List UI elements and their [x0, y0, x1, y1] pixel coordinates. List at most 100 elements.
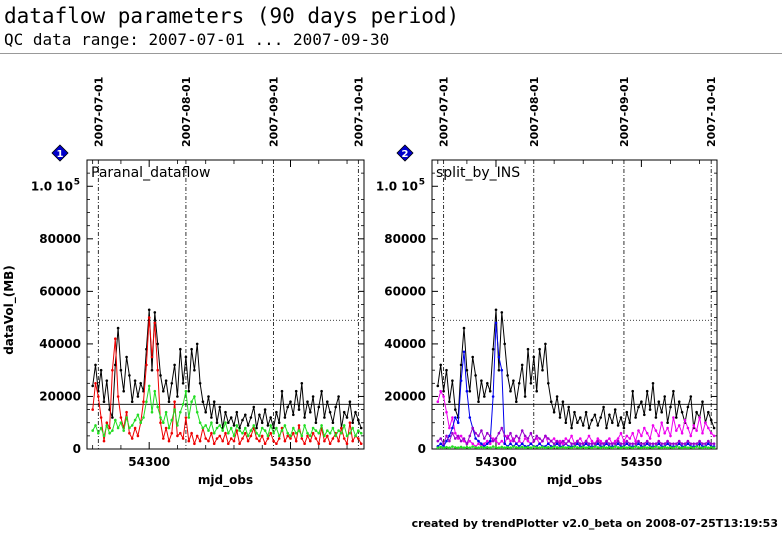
- data-point: [156, 342, 159, 346]
- data-point: [241, 431, 244, 435]
- data-point: [561, 439, 565, 443]
- data-point: [692, 424, 695, 427]
- data-point: [683, 418, 687, 422]
- data-point: [698, 416, 701, 419]
- data-point: [564, 446, 568, 450]
- data-point: [480, 442, 483, 446]
- data-point: [532, 445, 536, 448]
- data-point: [596, 439, 600, 443]
- data-point: [471, 442, 475, 446]
- data-point: [497, 355, 501, 359]
- data-point: [660, 421, 663, 425]
- data-point: [277, 434, 281, 438]
- data-point: [260, 421, 264, 425]
- data-point: [246, 434, 250, 438]
- data-point: [280, 429, 284, 432]
- data-point: [619, 431, 623, 435]
- data-point: [128, 426, 131, 430]
- data-point: [709, 418, 713, 422]
- data-point: [187, 389, 191, 393]
- data-point: [704, 445, 707, 449]
- data-point: [94, 382, 97, 385]
- data-point: [439, 363, 443, 367]
- data-point: [477, 434, 480, 438]
- data-point: [497, 442, 501, 446]
- data-point: [657, 439, 661, 443]
- data-point: [494, 437, 498, 440]
- data-point: [198, 439, 202, 443]
- y-axis-title: dataVol_(MB): [2, 265, 17, 355]
- data-point: [145, 400, 148, 404]
- data-point: [611, 446, 614, 450]
- data-point: [567, 405, 570, 409]
- data-point: [506, 445, 509, 449]
- data-point: [260, 434, 264, 438]
- data-point: [666, 442, 669, 446]
- data-point: [297, 424, 301, 427]
- data-point: [266, 437, 270, 440]
- data-point: [227, 442, 230, 446]
- data-point: [634, 442, 637, 446]
- data-point: [654, 445, 658, 448]
- data-point: [105, 424, 109, 427]
- data-point: [520, 442, 524, 446]
- data-point: [701, 442, 704, 446]
- data-point: [147, 384, 151, 388]
- data-point: [669, 405, 672, 409]
- data-point: [459, 439, 463, 443]
- data-point: [283, 439, 287, 443]
- data-point: [133, 418, 137, 422]
- data-point: [494, 308, 498, 312]
- data-point: [167, 439, 171, 443]
- data-point: [526, 445, 530, 449]
- data-point: [544, 342, 547, 346]
- data-point: [605, 446, 608, 450]
- data-point: [314, 429, 318, 432]
- data-point: [523, 434, 527, 438]
- data-point: [625, 446, 629, 450]
- data-point: [692, 446, 695, 450]
- data-point: [119, 421, 123, 425]
- data-point: [249, 429, 253, 432]
- data-point: [576, 446, 579, 449]
- data-point: [538, 446, 541, 450]
- data-point: [436, 384, 440, 388]
- data-point: [605, 426, 608, 430]
- data-point: [474, 437, 477, 440]
- data-point: [436, 439, 440, 443]
- data-point: [488, 434, 492, 438]
- data-point: [558, 439, 562, 443]
- data-point: [306, 434, 309, 438]
- data-point: [286, 405, 290, 409]
- data-point: [119, 416, 123, 419]
- data-point: [637, 439, 640, 443]
- data-point: [255, 431, 258, 435]
- data-point: [145, 363, 148, 367]
- data-point: [640, 400, 643, 404]
- data-point: [176, 434, 179, 438]
- data-point: [193, 395, 196, 398]
- data-point: [286, 431, 290, 435]
- data-point: [150, 410, 154, 414]
- data-point: [517, 439, 521, 443]
- data-point: [564, 442, 568, 446]
- data-point: [683, 442, 687, 446]
- data-point: [486, 445, 489, 449]
- data-point: [616, 442, 620, 446]
- data-point: [564, 421, 568, 425]
- data-point: [232, 424, 236, 427]
- data-point: [640, 442, 643, 446]
- data-point: [357, 437, 360, 440]
- data-point: [491, 347, 495, 351]
- data-point: [709, 431, 713, 435]
- y-tick-label: 0: [418, 442, 426, 456]
- data-point: [500, 368, 504, 372]
- data-point: [337, 429, 340, 432]
- data-point: [272, 431, 275, 435]
- plot-frame: [86, 159, 365, 450]
- data-point: [555, 439, 559, 443]
- data-point: [584, 442, 588, 446]
- data-point: [227, 431, 230, 435]
- data-point: [613, 408, 617, 411]
- data-point: [456, 446, 460, 450]
